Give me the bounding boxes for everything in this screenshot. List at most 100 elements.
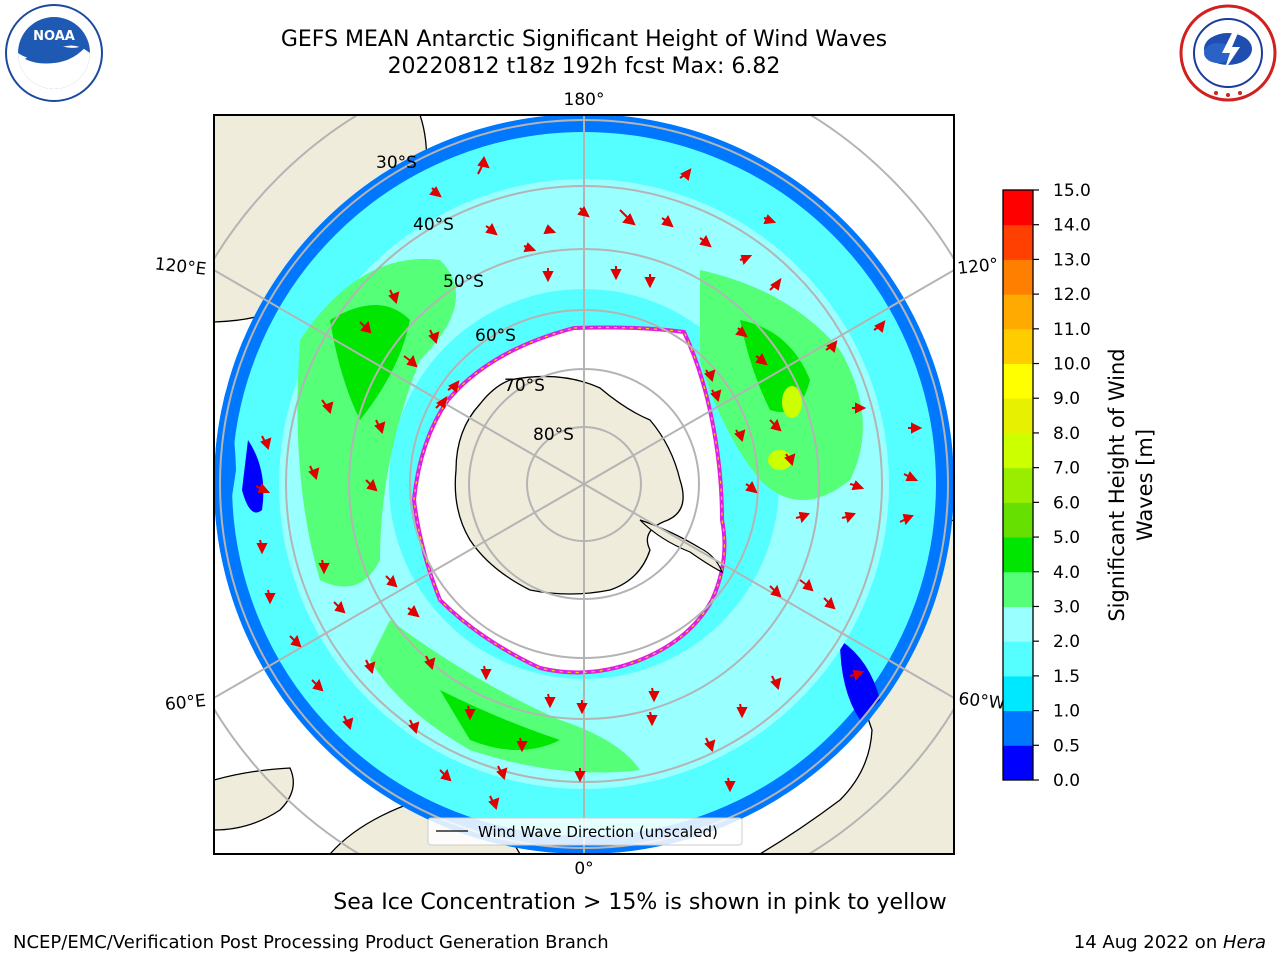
colorbar-band (1003, 710, 1033, 746)
colorbar-band (1003, 502, 1033, 538)
noaa-logo-text: NOAA (33, 29, 75, 44)
wave-direction-arrow (704, 369, 716, 382)
wave-direction-arrow (576, 700, 588, 715)
wave-direction-arrow (429, 186, 442, 198)
colorbar-tick-label: 4.0 (1053, 563, 1080, 583)
wave-direction-arrow (841, 511, 856, 524)
nws-logo-icon (1179, 4, 1277, 102)
colorbar-band (1003, 294, 1033, 330)
wave-direction-arrow (679, 168, 692, 181)
colorbar-band (1003, 467, 1033, 503)
colorbar-band (1003, 571, 1033, 607)
colorbar-tick-label: 5.0 (1053, 528, 1080, 548)
colorbar-ticks: 15.0 14.0 13.0 12.0 11.0 10.0 9.0 8.0 7.0 6.0 5.0 4… (1033, 181, 1091, 791)
wave-direction-arrow (516, 737, 528, 753)
wave-direction-arrow (823, 596, 836, 610)
colorbar-band (1003, 190, 1033, 226)
chart-title: GEFS MEAN Antarctic Significant Height o… (280, 27, 888, 52)
wave-direction-arrow (825, 340, 838, 353)
colorbar-tick-label: 0.5 (1053, 736, 1080, 756)
wave-direction-arrow (374, 419, 386, 434)
map-frame (213, 114, 955, 855)
colorbar-tick-label: 14.0 (1053, 216, 1091, 236)
colorbar-band (1003, 398, 1033, 434)
wave-direction-arrow (735, 326, 748, 338)
wave-direction-arrow (447, 380, 460, 393)
wave-direction-arrow (745, 480, 758, 494)
wave-direction-arrow (799, 578, 814, 592)
wave-direction-arrow (769, 584, 782, 598)
wave-direction-arrow (308, 465, 320, 480)
wave-direction-arrow (264, 589, 276, 605)
lon-label-60e: 60°E (164, 691, 207, 715)
colorbar-tick-label: 6.0 (1053, 493, 1080, 513)
wave-direction-arrow (724, 777, 736, 793)
wave-direction-arrow (899, 513, 914, 526)
wave-direction-arrow (736, 703, 748, 719)
colorbar-tick-label: 10.0 (1053, 355, 1091, 375)
wave-direction-arrow (849, 669, 864, 682)
colorbar-band (1003, 432, 1033, 469)
wave-direction-arrow (849, 480, 865, 491)
wave-direction-arrow (577, 206, 590, 218)
wave-direction-arrow (385, 574, 398, 588)
lat-label-40s: 40°S (413, 215, 454, 235)
wave-direction-arrow (365, 478, 378, 492)
wave-direction-arrow (908, 422, 923, 434)
lat-label-60s: 60°S (475, 326, 516, 346)
colorbar-label-line1: Significant Height of Wind (1105, 348, 1129, 621)
wave-direction-arrow (574, 768, 586, 783)
wave-direction-arrow (661, 214, 674, 228)
colorbar-tick-label: 7.0 (1053, 459, 1080, 479)
wave-direction-arrow (795, 511, 810, 524)
wave-direction-arrow (704, 737, 716, 752)
wave-direction-arrow (852, 402, 867, 414)
colorbar-tick-label: 1.0 (1053, 702, 1080, 722)
colorbar-band (1003, 537, 1033, 573)
footer-producer: NCEP/EMC/Verification Post Processing Pr… (13, 932, 609, 953)
wave-direction-arrow (873, 320, 886, 333)
colorbar-band (1003, 259, 1033, 295)
wave-direction-arrow (644, 274, 656, 289)
lon-label-60w: 60°W (957, 689, 1006, 714)
wave-direction-arrow (359, 320, 372, 334)
wave-direction-arrow (424, 655, 436, 670)
wave-direction-arrow (333, 600, 346, 614)
colorbar-tick-label: 12.0 (1053, 285, 1091, 305)
sea-ice-caption: Sea Ice Concentration > 15% is shown in … (333, 890, 947, 915)
wave-direction-arrow (646, 711, 658, 727)
wave-direction-arrow (543, 224, 557, 235)
colorbar (1003, 190, 1033, 781)
colorbar-tick-label: 9.0 (1053, 389, 1080, 409)
wave-direction-arrow (739, 255, 753, 266)
lon-label-0: 0° (574, 859, 593, 879)
colorbar-tick-label: 3.0 (1053, 597, 1080, 617)
wave-direction-arrow (477, 155, 490, 175)
graticule (214, 115, 954, 854)
wave-direction-arrow (619, 209, 636, 226)
wave-direction-arrow (464, 705, 476, 721)
lon-label-120e: 120°E (154, 254, 208, 279)
colorbar-tick-label: 11.0 (1053, 320, 1091, 340)
wave-direction-arrow (770, 675, 782, 690)
chart-subtitle: 20220812 t18z 192h fcst Max: 6.82 (387, 54, 781, 79)
wave-direction-arrow (428, 329, 440, 344)
noaa-logo-icon: NOAA (5, 4, 103, 102)
wave-direction-arrow (388, 289, 400, 304)
colorbar-tick-label: 1.5 (1053, 667, 1080, 687)
wave-direction-arrow (342, 715, 354, 730)
wind-wave-arrows (255, 155, 923, 810)
meridian-120e-60w (214, 268, 954, 700)
colorbar-band (1003, 224, 1033, 260)
wave-direction-arrow (485, 222, 498, 236)
colorbar-band (1003, 745, 1033, 781)
footer-machine: Hera (1222, 932, 1266, 953)
colorbar-tick-label: 15.0 (1053, 181, 1091, 201)
colorbar-band (1003, 641, 1033, 677)
colorbar-band (1003, 328, 1033, 365)
colorbar-tick-label: 2.0 (1053, 632, 1080, 652)
wave-direction-arrow (544, 693, 556, 709)
wave-direction-arrow (648, 687, 660, 703)
colorbar-tick-label: 13.0 (1053, 250, 1091, 270)
wave-direction-arrow (769, 277, 782, 291)
